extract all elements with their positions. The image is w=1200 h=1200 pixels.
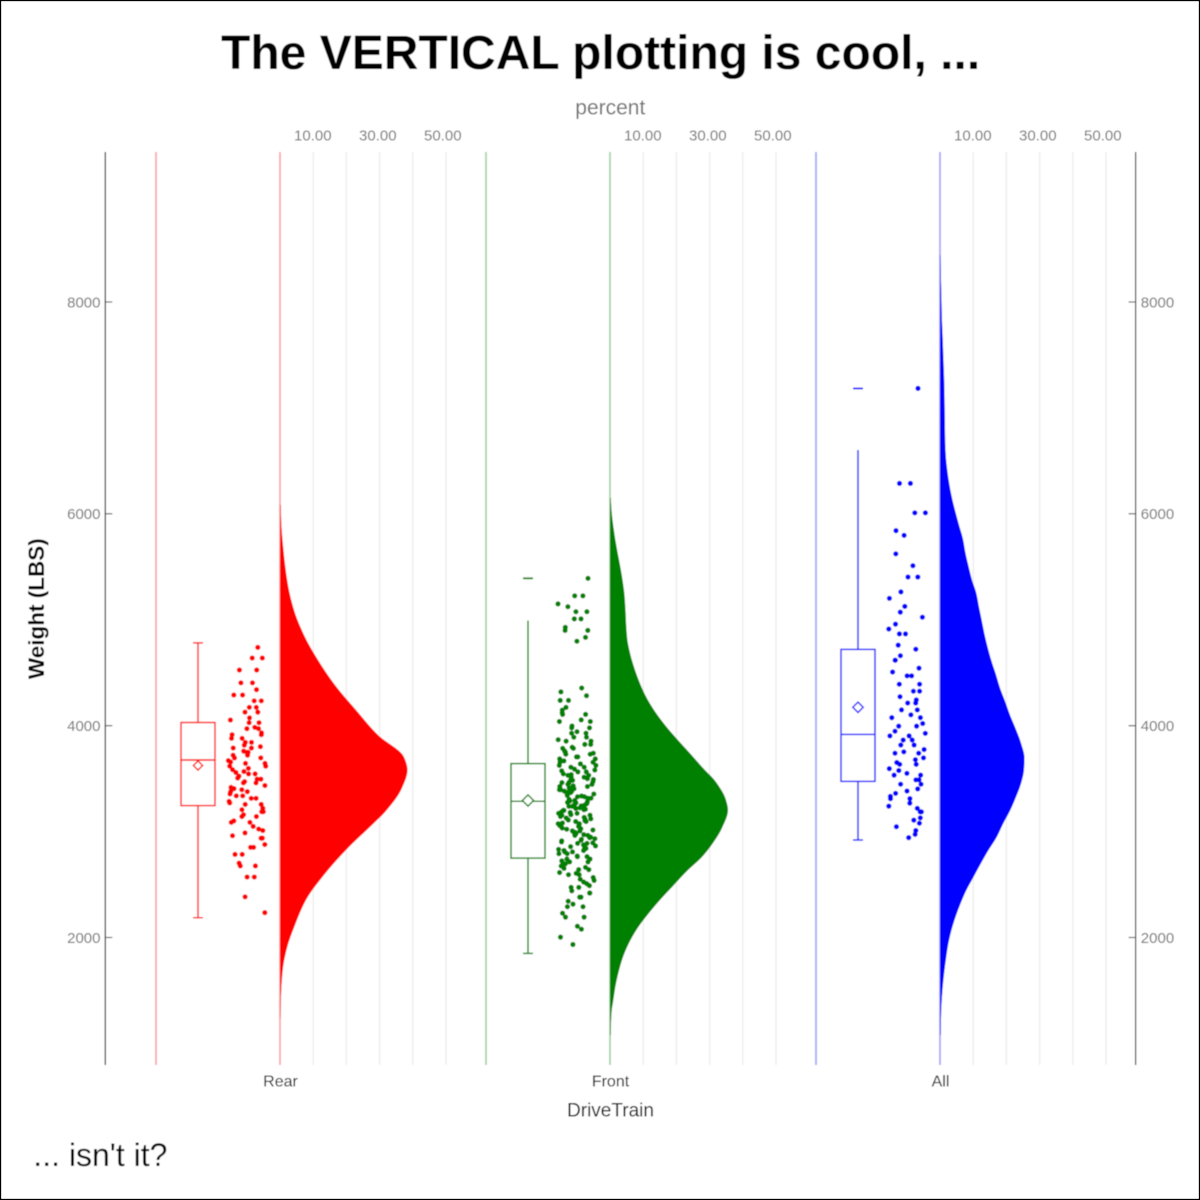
svg-text:percent: percent	[575, 97, 645, 120]
svg-text:... isn't it?: ... isn't it?	[33, 1137, 167, 1173]
svg-text:All: All	[932, 1074, 950, 1091]
svg-text:The VERTICAL plotting is cool,: The VERTICAL plotting is cool, ...	[221, 27, 980, 80]
svg-text:10.00: 10.00	[624, 128, 662, 145]
svg-text:DriveTrain: DriveTrain	[567, 1100, 654, 1121]
svg-text:30.00: 30.00	[1019, 128, 1057, 145]
svg-text:Weight (LBS): Weight (LBS)	[24, 538, 49, 679]
svg-text:6000: 6000	[1141, 506, 1174, 523]
svg-text:4000: 4000	[67, 718, 100, 735]
svg-text:2000: 2000	[1141, 930, 1174, 947]
svg-text:10.00: 10.00	[954, 128, 992, 145]
svg-text:10.00: 10.00	[294, 128, 332, 145]
svg-text:6000: 6000	[67, 506, 100, 523]
svg-text:2000: 2000	[67, 930, 100, 947]
svg-text:4000: 4000	[1141, 718, 1174, 735]
svg-text:50.00: 50.00	[1084, 128, 1122, 145]
svg-text:8000: 8000	[67, 294, 100, 311]
svg-text:30.00: 30.00	[689, 128, 727, 145]
svg-text:50.00: 50.00	[424, 128, 462, 145]
svg-text:8000: 8000	[1141, 294, 1174, 311]
svg-text:Rear: Rear	[263, 1074, 298, 1091]
svg-text:50.00: 50.00	[754, 128, 792, 145]
svg-text:30.00: 30.00	[359, 128, 397, 145]
svg-text:Front: Front	[592, 1074, 630, 1091]
